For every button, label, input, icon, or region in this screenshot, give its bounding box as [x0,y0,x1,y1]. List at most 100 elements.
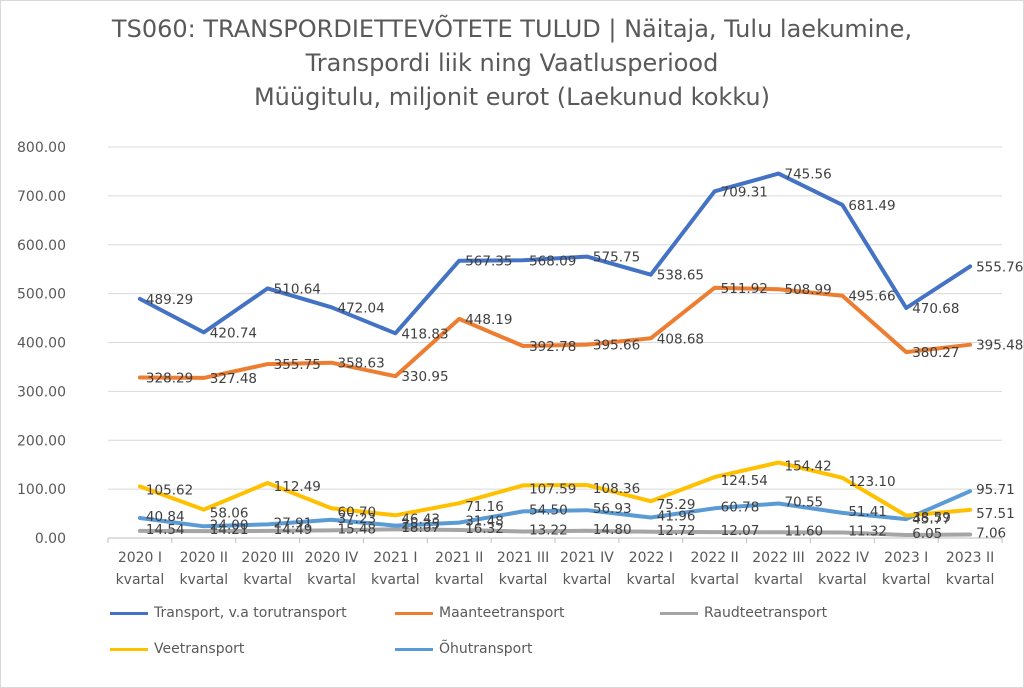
data-label: 511.92 [721,281,768,297]
data-label: 489.29 [146,292,193,308]
data-label: 555.76 [976,259,1023,275]
data-label: 18.07 [401,520,440,536]
data-label: 330.95 [401,369,448,385]
x-tick-label: kvartal [499,572,548,588]
chart-title-line-3: Müügitulu, miljonit eurot (Laekunud kokk… [253,83,771,111]
series-line-5 [137,489,973,529]
x-tick-label: kvartal [754,572,803,588]
data-label: 355.75 [274,357,321,373]
x-tick-label: 2020 IV [305,550,359,566]
data-label: 24.00 [210,517,249,533]
series-line-3 [137,527,973,537]
data-label: 420.74 [210,325,257,341]
data-label: 395.48 [976,338,1023,354]
y-tick-label: 100.00 [17,482,66,498]
x-tick-label: 2022 III [752,550,804,566]
data-label: 327.48 [210,371,257,387]
data-label: 472.04 [338,300,385,316]
y-tick-label: 800.00 [17,140,66,156]
chart-title: TS060: TRANSPORDIETTEVÕTETE TULUD | Näit… [0,12,1024,114]
data-label: 448.19 [465,312,512,328]
data-label: 11.32 [848,523,887,539]
data-label: 567.35 [465,254,512,270]
x-tick-label: 2021 II [435,550,483,566]
x-tick-label: kvartal [116,572,165,588]
data-label: 358.63 [338,356,385,372]
x-tick-label: 2023 II [946,550,994,566]
data-label: 13.22 [529,523,568,539]
data-label: 107.59 [529,481,576,497]
series-line-4 [137,460,973,518]
data-label: 408.68 [657,331,704,347]
data-label: 57.51 [976,506,1015,522]
data-label: 27.91 [274,515,313,531]
x-tick-label: kvartal [563,572,612,588]
data-label: 392.78 [529,339,576,355]
y-tick-label: 600.00 [17,238,66,254]
data-label: 15.48 [338,521,377,537]
data-label: 681.49 [848,198,895,214]
data-label: 709.31 [721,184,768,200]
data-label: 71.16 [465,499,504,515]
x-tick-label: 2023 I [884,550,928,566]
data-label: 31.48 [465,514,504,530]
x-tick-label: kvartal [371,572,420,588]
series-line-2 [137,285,973,380]
x-tick-label: kvartal [690,572,739,588]
data-label: 11.60 [785,523,824,539]
data-label: 508.99 [785,282,832,298]
data-label: 45.77 [912,512,951,528]
chart-title-line-1: TS060: TRANSPORDIETTEVÕTETE TULUD | Näit… [111,15,913,43]
data-label: 568.09 [529,253,576,269]
x-tick-label: kvartal [946,572,995,588]
data-label: 7.06 [976,526,1006,542]
data-label: 6.05 [912,526,942,542]
data-label: 418.83 [401,326,448,342]
data-label: 40.84 [146,509,185,525]
data-label: 510.64 [274,281,321,297]
data-label: 56.93 [593,501,632,517]
data-label: 70.55 [785,495,824,511]
data-label: 538.65 [657,268,704,284]
x-tick-label: 2020 II [180,550,228,566]
data-label: 60.70 [338,504,377,520]
y-tick-label: 500.00 [17,287,66,303]
data-label: 12.07 [721,523,760,539]
x-tick-label: kvartal [818,572,867,588]
x-tick-label: kvartal [243,572,292,588]
x-tick-label: kvartal [179,572,228,588]
data-label: 14.80 [593,522,632,538]
y-tick-label: 400.00 [17,336,66,352]
x-tick-label: 2020 III [241,550,293,566]
data-label: 380.27 [912,345,959,361]
data-label: 745.56 [785,167,832,183]
data-label: 46.43 [401,511,440,527]
y-tick-label: 300.00 [17,384,66,400]
data-label: 123.10 [848,474,895,490]
data-label: 108.36 [593,481,640,497]
data-label: 14.21 [210,522,249,538]
data-label: 37.23 [338,511,377,527]
data-label: 60.78 [721,499,760,515]
data-label: 154.42 [785,459,832,475]
data-label: 328.29 [146,371,193,387]
data-label: 395.66 [593,338,640,354]
data-label: 14.49 [274,522,313,538]
x-tick-label: kvartal [307,572,356,588]
data-label: 105.62 [146,482,193,498]
y-tick-label: 700.00 [17,189,66,205]
y-tick-label: 0.00 [35,531,66,547]
data-label: 14.54 [146,522,185,538]
series-line-1 [137,171,973,336]
data-label: 112.49 [274,479,321,495]
data-label: 25.35 [401,517,440,533]
data-label: 124.54 [721,473,768,489]
x-tick-label: kvartal [882,572,931,588]
data-label: 95.71 [976,482,1015,498]
data-label: 54.50 [529,502,568,518]
x-tick-label: kvartal [626,572,675,588]
x-tick-label: 2021 III [497,550,549,566]
data-label: 51.41 [848,504,887,520]
